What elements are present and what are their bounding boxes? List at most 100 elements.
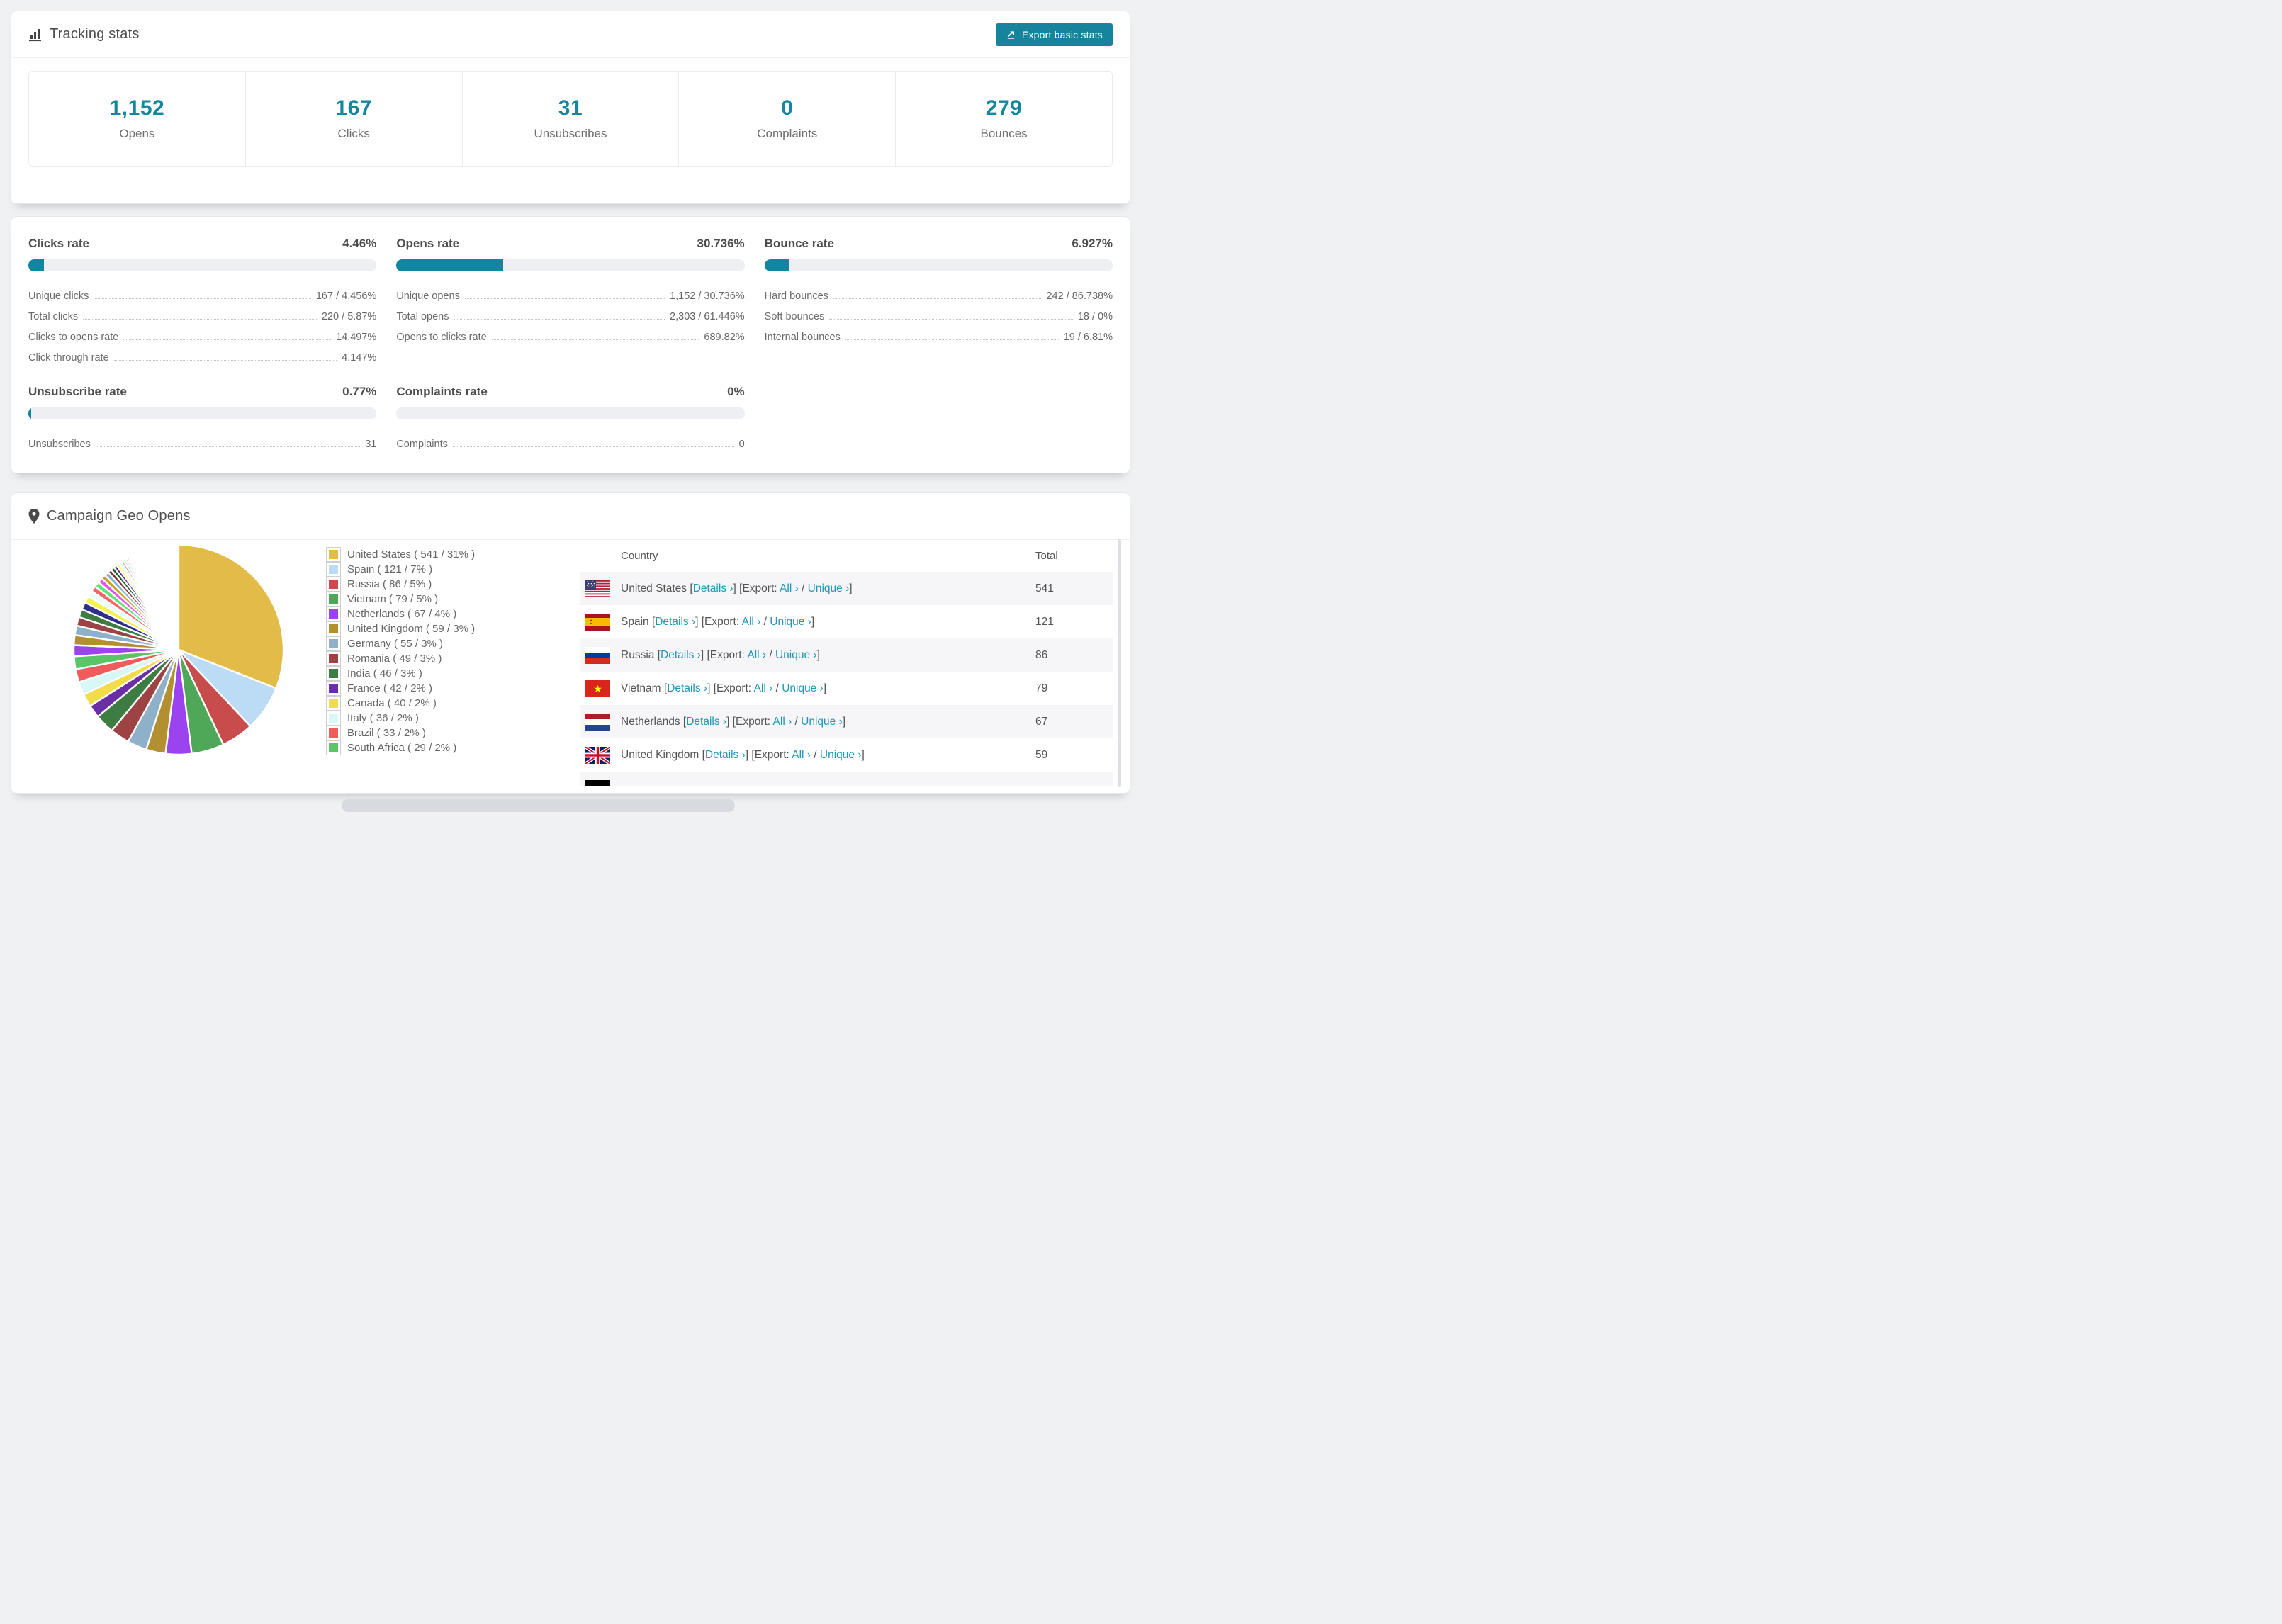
export-unique-link[interactable]: Unique ›: [782, 682, 824, 694]
bar-chart-icon: [28, 28, 43, 42]
rate-stat-label: Unique opens: [396, 291, 460, 302]
export-all-link[interactable]: All ›: [747, 648, 767, 661]
map-pin-icon: [28, 509, 40, 524]
legend-item: Canada ( 40 / 2% ): [326, 696, 475, 711]
tracking-stats-title: Tracking stats: [50, 26, 140, 42]
legend-swatch: [326, 547, 341, 562]
rate-stat-label: Hard bounces: [764, 291, 828, 302]
geo-total-cell: 59: [1035, 748, 1048, 761]
opens-rate-block: Opens rate 30.736% Unique opens 1,152 / 3…: [396, 237, 745, 366]
rate-stat-value: 2,303 / 61.446%: [670, 311, 745, 322]
dotted-leader: [113, 360, 337, 361]
bracket: ]: [842, 715, 846, 728]
page-horizontal-scrollbar[interactable]: [342, 799, 735, 812]
details-link[interactable]: Details ›: [655, 615, 696, 628]
us-flag-icon: [585, 580, 610, 597]
bracket: [: [648, 615, 656, 628]
details-link[interactable]: Details ›: [667, 682, 708, 694]
legend-item: Romania ( 49 / 3% ): [326, 651, 475, 666]
rate-stat-value: 0: [738, 439, 745, 450]
bounce-rate-progressbar: [764, 259, 1113, 271]
geo-table-row-gb: United Kingdom [Details ›] [Export: All …: [580, 738, 1113, 772]
export-button-label: Export basic stats: [1021, 28, 1103, 40]
table-scrollbar[interactable]: [1118, 539, 1121, 787]
legend-item: France ( 42 / 2% ): [326, 681, 475, 696]
geo-table-row-nl: Netherlands [Details ›] [Export: All › /…: [580, 705, 1113, 738]
unsubscribe-rate-block: Unsubscribe rate 0.77% Unsubscribes 31: [28, 385, 377, 453]
export-all-link[interactable]: All ›: [792, 748, 811, 761]
legend-label: Romania ( 49 / 3% ): [347, 653, 442, 665]
country-name: United States: [621, 582, 687, 594]
legend-label: Germany ( 55 / 3% ): [347, 638, 444, 650]
export-prefix: ] [Export:: [700, 648, 748, 661]
dotted-leader: [845, 339, 1059, 340]
legend-label: Netherlands ( 67 / 4% ): [347, 608, 457, 620]
legend-label: Brazil ( 33 / 2% ): [347, 727, 426, 739]
slash-separator: /: [760, 615, 770, 628]
export-prefix: ] [Export:: [707, 682, 754, 694]
export-unique-link[interactable]: Unique ›: [807, 582, 850, 594]
export-unique-link[interactable]: Unique ›: [819, 748, 862, 761]
legend-swatch: [326, 696, 341, 711]
details-link[interactable]: Details ›: [686, 715, 727, 728]
export-unique-link[interactable]: Unique ›: [775, 648, 817, 661]
legend-item: Russia ( 86 / 5% ): [326, 577, 475, 592]
export-unique-link[interactable]: Unique ›: [770, 615, 811, 628]
details-link[interactable]: Details ›: [692, 582, 734, 594]
rate-stat-label: Opens to clicks rate: [396, 332, 487, 343]
rate-stat-row: Clicks to opens rate 14.497%: [28, 325, 376, 346]
legend-swatch: [326, 681, 341, 696]
export-basic-stats-button[interactable]: Export basic stats: [995, 23, 1113, 46]
details-link[interactable]: Details ›: [704, 748, 746, 761]
rate-stat-value: 220 / 5.87%: [321, 311, 377, 322]
legend-label: Russia ( 86 / 5% ): [347, 578, 432, 590]
rate-stat-value: 4.147%: [342, 352, 377, 363]
stats-row: 1,152 Opens 167 Clicks 31 Unsubscribes 0 Compla…: [28, 71, 1113, 167]
slash-separator: /: [792, 715, 802, 728]
dotted-leader: [833, 298, 1042, 299]
export-all-link[interactable]: All ›: [780, 582, 799, 594]
de-flag-icon: [585, 779, 610, 786]
export-all-link[interactable]: All ›: [772, 715, 792, 728]
dotted-leader: [464, 298, 665, 299]
geo-table-row-vn: ★ Vietnam [Details ›] [Export: All › / Un…: [580, 672, 1113, 705]
rate-stat-value: 167 / 4.456%: [315, 291, 377, 302]
unsubscribe-rate-title: Unsubscribe rate: [28, 385, 127, 398]
opens-rate-title: Opens rate: [396, 237, 460, 250]
rate-stat-label: Unique clicks: [28, 291, 89, 302]
vn-flag-icon: ★: [585, 680, 610, 697]
opens-rate-progressbar: [396, 259, 745, 271]
bounce-rate-title: Bounce rate: [764, 237, 834, 250]
campaign-geo-opens-card: Campaign Geo Opens United States ( 541 /…: [11, 492, 1130, 794]
bracket: ]: [816, 648, 820, 661]
clicks-rate-block: Clicks rate 4.46% Unique clicks 167 / 4.4…: [28, 237, 377, 366]
es-flag-icon: [585, 613, 610, 631]
country-name: Vietnam: [621, 682, 661, 694]
legend-swatch: [326, 607, 341, 621]
bracket: ]: [823, 682, 827, 694]
legend-item: Netherlands ( 67 / 4% ): [326, 607, 475, 621]
rate-stat-value: 18 / 0%: [1077, 311, 1113, 322]
unsubscribe-rate-value: 0.77%: [342, 385, 377, 398]
export-unique-link[interactable]: Unique ›: [801, 715, 843, 728]
rate-stat-row: Opens to clicks rate 689.82%: [396, 325, 744, 346]
legend-label: France ( 42 / 2% ): [347, 682, 433, 694]
geo-table-row-de: [580, 772, 1113, 786]
rate-stat-label: Total clicks: [28, 311, 79, 322]
rate-stat-label: Complaints: [396, 439, 448, 450]
legend-swatch: [326, 621, 341, 636]
geo-country-cell: United States [Details ›] [Export: All ›…: [621, 582, 1035, 595]
details-link[interactable]: Details ›: [661, 648, 701, 661]
geo-total-cell: 79: [1035, 682, 1048, 694]
export-all-link[interactable]: All ›: [753, 682, 773, 694]
stat-label: Clicks: [337, 127, 370, 140]
rate-stat-value: 689.82%: [704, 332, 745, 343]
legend-label: Spain ( 121 / 7% ): [347, 563, 433, 575]
legend-item: United States ( 541 / 31% ): [326, 547, 475, 562]
rate-stat-label: Soft bounces: [764, 311, 825, 322]
pie-legend: United States ( 541 / 31% ) Spain ( 121 /…: [326, 547, 475, 755]
export-prefix: ] [Export:: [695, 615, 742, 628]
opens-rate-value: 30.736%: [697, 237, 745, 250]
rates-card: Clicks rate 4.46% Unique clicks 167 / 4.4…: [11, 216, 1130, 473]
export-all-link[interactable]: All ›: [741, 615, 761, 628]
